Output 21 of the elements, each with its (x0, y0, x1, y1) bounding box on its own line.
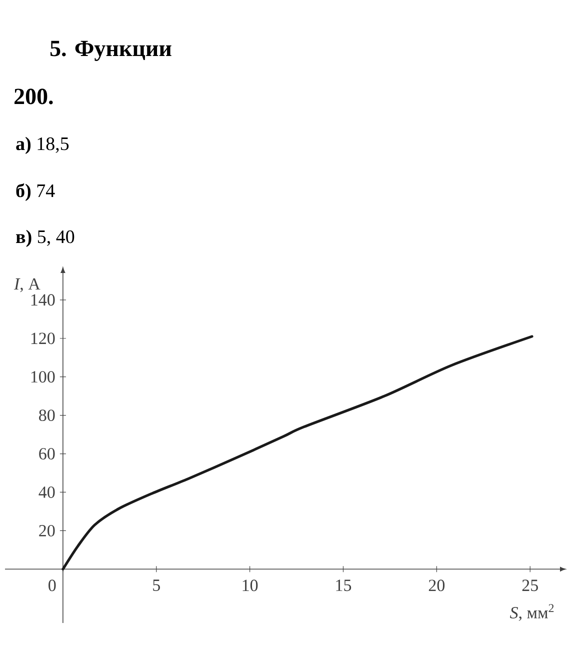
x-tick-label: 5 (153, 580, 160, 591)
x-tick-label: 20 (428, 580, 445, 592)
x-tick-label: 25 (522, 580, 538, 592)
x-tick-label: 15 (336, 580, 352, 592)
y-tick-label: 20 (39, 524, 55, 536)
text: в) 5, 40 (16, 230, 74, 248)
x-axis-title: S, мм$^{2}$ (510, 604, 554, 621)
x-tick-label: 0 (48, 580, 56, 592)
y-tick-label: 120 (31, 332, 55, 344)
line-series (62, 335, 534, 570)
y-axis-title: I, А (14, 278, 40, 292)
x-tick-label: 10 (242, 580, 258, 592)
y-tick-label: 60 (39, 448, 55, 460)
chart-subtitle: 200. (14, 88, 53, 104)
text: а) 18,5 (16, 136, 69, 154)
y-tick-label: 100 (31, 371, 55, 383)
chart-title: 5. Функции (50, 40, 172, 61)
y-tick-label: 40 (38, 486, 55, 498)
y-tick-label: 80 (39, 410, 55, 422)
text: б) 74 (16, 183, 55, 202)
y-tick-label: 140 (31, 294, 55, 306)
